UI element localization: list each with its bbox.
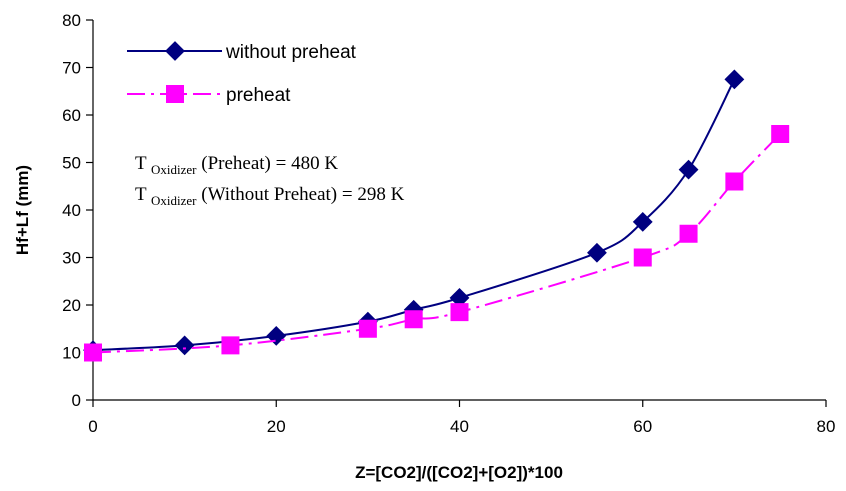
y-tick-label: 30: [62, 249, 81, 268]
y-tick-label: 0: [72, 391, 81, 410]
annotation-preheat-rest: (Preheat) = 480 K: [201, 153, 338, 174]
data-point-without-preheat: [174, 335, 195, 356]
x-ticks: 0 20 40 60 80: [88, 400, 835, 436]
data-point-preheat: [771, 125, 790, 143]
annotation-without-preheat-prefix: T: [135, 184, 147, 205]
legend-marker-preheat: [166, 85, 184, 103]
x-tick-label: 0: [88, 417, 97, 436]
y-tick-label: 10: [62, 344, 81, 363]
y-axis-label: Hf+Lf (mm): [13, 165, 32, 255]
data-point-without-preheat: [678, 159, 699, 180]
x-tick-label: 80: [817, 417, 836, 436]
annotations: T Oxidizer (Preheat) = 480 K T Oxidizer …: [135, 153, 405, 210]
y-tick-label: 50: [62, 154, 81, 173]
annotation-without-preheat: T Oxidizer (Without Preheat) = 298 K: [135, 184, 405, 210]
y-tick-label: 40: [62, 201, 81, 220]
series-layer: [83, 69, 790, 362]
annotation-without-preheat-rest: (Without Preheat) = 298 K: [201, 184, 404, 205]
legend-label-preheat: preheat: [226, 85, 291, 106]
data-point-without-preheat: [266, 325, 287, 346]
annotation-without-preheat-sub: Oxidizer: [151, 193, 197, 208]
x-tick-label: 60: [633, 417, 652, 436]
y-tick-label: 70: [62, 59, 81, 78]
data-point-without-preheat: [724, 69, 745, 90]
annotation-preheat: T Oxidizer (Preheat) = 480 K: [135, 153, 338, 179]
x-tick-label: 40: [450, 417, 469, 436]
y-tick-label: 80: [62, 11, 81, 30]
data-point-without-preheat: [449, 287, 470, 308]
x-tick-label: 20: [267, 417, 286, 436]
data-point-preheat: [404, 310, 423, 329]
y-ticks: 0 10 20 30 40 50 60 70 80: [62, 11, 93, 410]
y-tick-label: 60: [62, 106, 81, 125]
legend-marker-without-preheat: [165, 41, 185, 61]
annotation-preheat-prefix: T: [135, 153, 147, 174]
y-tick-label: 20: [62, 296, 81, 315]
legend: without preheat preheat: [127, 41, 357, 106]
annotation-preheat-sub: Oxidizer: [151, 162, 197, 177]
x-axis-label: Z=[CO2]/([CO2]+[O2])*100: [355, 463, 563, 482]
data-point-preheat: [358, 319, 377, 338]
data-point-without-preheat: [587, 242, 607, 263]
legend-label-without-preheat: without preheat: [225, 42, 357, 63]
data-point-preheat: [725, 172, 744, 191]
data-point-preheat: [221, 336, 240, 355]
data-point-preheat: [679, 224, 698, 243]
data-point-preheat: [633, 248, 652, 267]
data-point-preheat: [84, 343, 102, 362]
data-point-preheat: [450, 303, 469, 322]
